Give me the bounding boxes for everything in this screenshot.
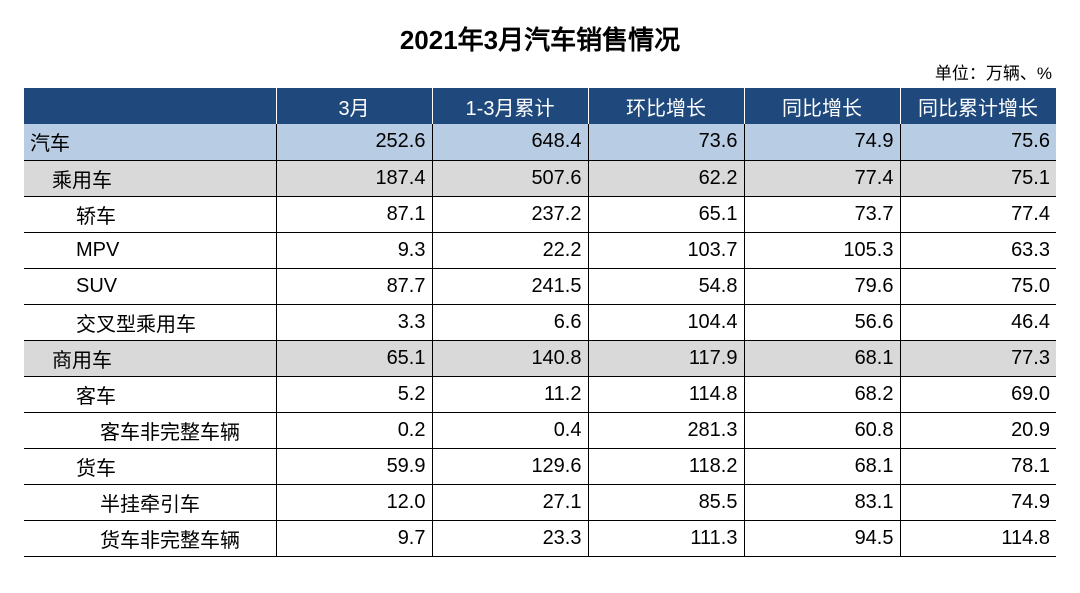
cell-value: 68.2 [744,376,900,412]
cell-value: 27.1 [432,484,588,520]
col-header: 同比增长 [744,88,900,124]
sales-table: 3月1-3月累计环比增长同比增长同比累计增长 汽车252.6648.473.67… [24,88,1057,557]
row-label: SUV [24,268,276,304]
cell-value: 648.4 [432,124,588,160]
cell-value: 62.2 [588,160,744,196]
cell-value: 65.1 [588,196,744,232]
cell-value: 103.7 [588,232,744,268]
cell-value: 78.1 [900,448,1056,484]
cell-value: 85.5 [588,484,744,520]
table-row: 商用车65.1140.8117.968.177.3 [24,340,1056,376]
cell-value: 68.1 [744,448,900,484]
row-label: 客车 [24,376,276,412]
cell-value: 77.4 [900,196,1056,232]
table-row: 货车非完整车辆9.723.3111.394.5114.8 [24,520,1056,556]
cell-value: 73.7 [744,196,900,232]
cell-value: 75.6 [900,124,1056,160]
cell-value: 237.2 [432,196,588,232]
col-header [24,88,276,124]
cell-value: 111.3 [588,520,744,556]
cell-value: 87.1 [276,196,432,232]
cell-value: 105.3 [744,232,900,268]
col-header: 3月 [276,88,432,124]
cell-value: 75.0 [900,268,1056,304]
cell-value: 65.1 [276,340,432,376]
cell-value: 60.8 [744,412,900,448]
table-title: 2021年3月汽车销售情况 [24,20,1056,57]
table-row: 半挂牵引车12.027.185.583.174.9 [24,484,1056,520]
cell-value: 77.3 [900,340,1056,376]
cell-value: 104.4 [588,304,744,340]
cell-value: 94.5 [744,520,900,556]
row-label: 货车 [24,448,276,484]
cell-value: 11.2 [432,376,588,412]
cell-value: 77.4 [744,160,900,196]
col-header: 环比增长 [588,88,744,124]
cell-value: 281.3 [588,412,744,448]
cell-value: 75.1 [900,160,1056,196]
table-row: SUV87.7241.554.879.675.0 [24,268,1056,304]
cell-value: 87.7 [276,268,432,304]
row-label: 交叉型乘用车 [24,304,276,340]
cell-value: 46.4 [900,304,1056,340]
cell-value: 5.2 [276,376,432,412]
cell-value: 114.8 [588,376,744,412]
cell-value: 241.5 [432,268,588,304]
table-row: MPV9.322.2103.7105.363.3 [24,232,1056,268]
cell-value: 63.3 [900,232,1056,268]
cell-value: 22.2 [432,232,588,268]
cell-value: 507.6 [432,160,588,196]
cell-value: 3.3 [276,304,432,340]
cell-value: 129.6 [432,448,588,484]
header-row: 3月1-3月累计环比增长同比增长同比累计增长 [24,88,1056,124]
row-label: MPV [24,232,276,268]
table-row: 乘用车187.4507.662.277.475.1 [24,160,1056,196]
cell-value: 74.9 [900,484,1056,520]
cell-value: 54.8 [588,268,744,304]
row-label: 汽车 [24,124,276,160]
cell-value: 56.6 [744,304,900,340]
cell-value: 118.2 [588,448,744,484]
cell-value: 117.9 [588,340,744,376]
cell-value: 23.3 [432,520,588,556]
cell-value: 79.6 [744,268,900,304]
cell-value: 83.1 [744,484,900,520]
row-label: 商用车 [24,340,276,376]
cell-value: 0.4 [432,412,588,448]
col-header: 1-3月累计 [432,88,588,124]
row-label: 乘用车 [24,160,276,196]
cell-value: 0.2 [276,412,432,448]
unit-label: 单位：万辆、% [24,59,1052,84]
row-label: 货车非完整车辆 [24,520,276,556]
col-header: 同比累计增长 [900,88,1056,124]
table-row: 货车59.9129.6118.268.178.1 [24,448,1056,484]
cell-value: 114.8 [900,520,1056,556]
row-label: 轿车 [24,196,276,232]
cell-value: 252.6 [276,124,432,160]
cell-value: 12.0 [276,484,432,520]
cell-value: 74.9 [744,124,900,160]
cell-value: 73.6 [588,124,744,160]
cell-value: 59.9 [276,448,432,484]
cell-value: 69.0 [900,376,1056,412]
cell-value: 9.3 [276,232,432,268]
row-label: 半挂牵引车 [24,484,276,520]
cell-value: 68.1 [744,340,900,376]
cell-value: 6.6 [432,304,588,340]
table-row: 客车非完整车辆0.20.4281.360.820.9 [24,412,1056,448]
table-row: 汽车252.6648.473.674.975.6 [24,124,1056,160]
cell-value: 140.8 [432,340,588,376]
table-row: 交叉型乘用车3.36.6104.456.646.4 [24,304,1056,340]
cell-value: 20.9 [900,412,1056,448]
cell-value: 9.7 [276,520,432,556]
table-row: 轿车87.1237.265.173.777.4 [24,196,1056,232]
cell-value: 187.4 [276,160,432,196]
row-label: 客车非完整车辆 [24,412,276,448]
table-row: 客车5.211.2114.868.269.0 [24,376,1056,412]
